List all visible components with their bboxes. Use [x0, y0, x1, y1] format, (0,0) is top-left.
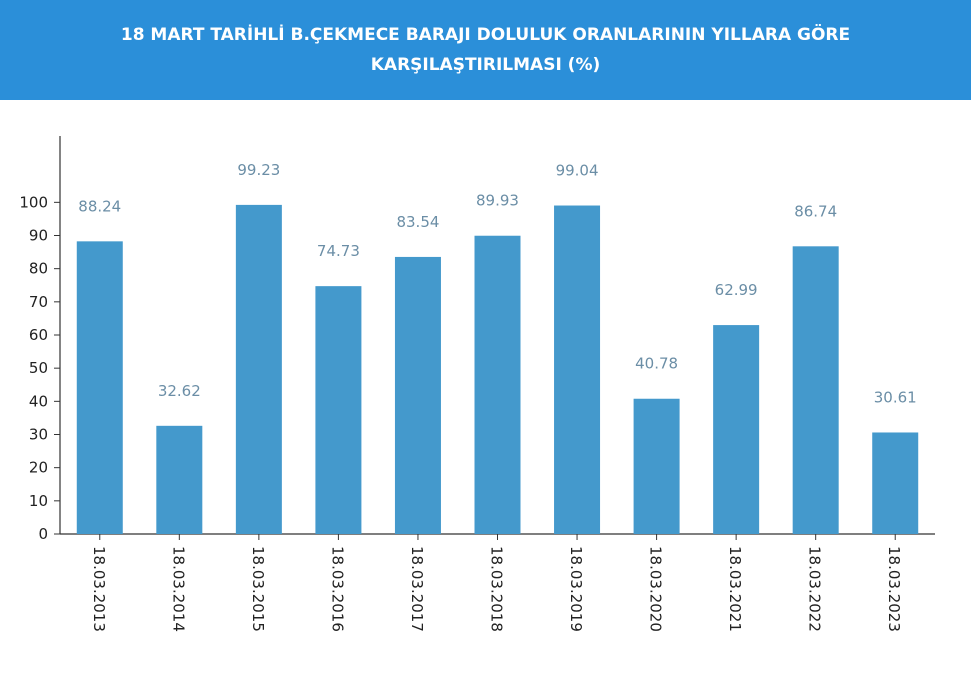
value-label: 62.99	[715, 281, 758, 299]
y-tick-label: 90	[29, 227, 48, 245]
bar	[394, 256, 441, 534]
value-label: 30.61	[874, 388, 917, 406]
value-label: 74.73	[317, 242, 360, 260]
header: 18 MART TARİHLİ B.ÇEKMECE BARAJI DOLULUK…	[0, 0, 971, 100]
value-label: 89.93	[476, 192, 519, 210]
bar	[872, 432, 919, 534]
value-label: 99.23	[237, 161, 280, 179]
x-tick-label: 18.03.2018	[488, 546, 506, 632]
bar	[633, 398, 680, 534]
y-tick-label: 10	[29, 492, 48, 510]
value-label: 83.54	[396, 213, 439, 231]
value-label: 40.78	[635, 355, 678, 373]
bar	[792, 246, 839, 535]
x-tick-label: 18.03.2017	[408, 546, 426, 632]
bar	[235, 204, 282, 535]
y-tick-label: 30	[29, 426, 48, 444]
bar	[554, 205, 601, 534]
x-tick-label: 18.03.2019	[567, 546, 585, 632]
y-tick-label: 100	[19, 193, 48, 211]
chart-title: 18 MART TARİHLİ B.ÇEKMECE BARAJI DOLULUK…	[120, 25, 851, 75]
y-tick-label: 80	[29, 260, 48, 278]
bar	[713, 325, 760, 534]
y-tick-label: 20	[29, 459, 48, 477]
value-label: 32.62	[158, 382, 201, 400]
y-tick-label: 70	[29, 293, 48, 311]
y-tick-label: 0	[38, 525, 48, 543]
y-tick-label: 50	[29, 359, 48, 377]
value-label: 86.74	[794, 202, 837, 220]
bar	[474, 235, 521, 534]
y-tick-label: 60	[29, 326, 48, 344]
x-tick-label: 18.03.2013	[90, 546, 108, 632]
x-tick-label: 18.03.2022	[806, 546, 824, 632]
value-label: 88.24	[78, 197, 121, 215]
bar	[156, 425, 203, 534]
y-tick-label: 40	[29, 392, 48, 410]
x-tick-label: 18.03.2021	[726, 546, 744, 632]
bar	[76, 241, 123, 534]
x-tick-label: 18.03.2014	[169, 546, 187, 632]
x-tick-label: 18.03.2015	[249, 546, 267, 632]
value-label: 99.04	[556, 162, 599, 180]
x-tick-label: 18.03.2023	[885, 546, 903, 632]
x-tick-label: 18.03.2020	[647, 546, 665, 632]
bar	[315, 286, 362, 534]
x-tick-label: 18.03.2016	[328, 546, 346, 632]
